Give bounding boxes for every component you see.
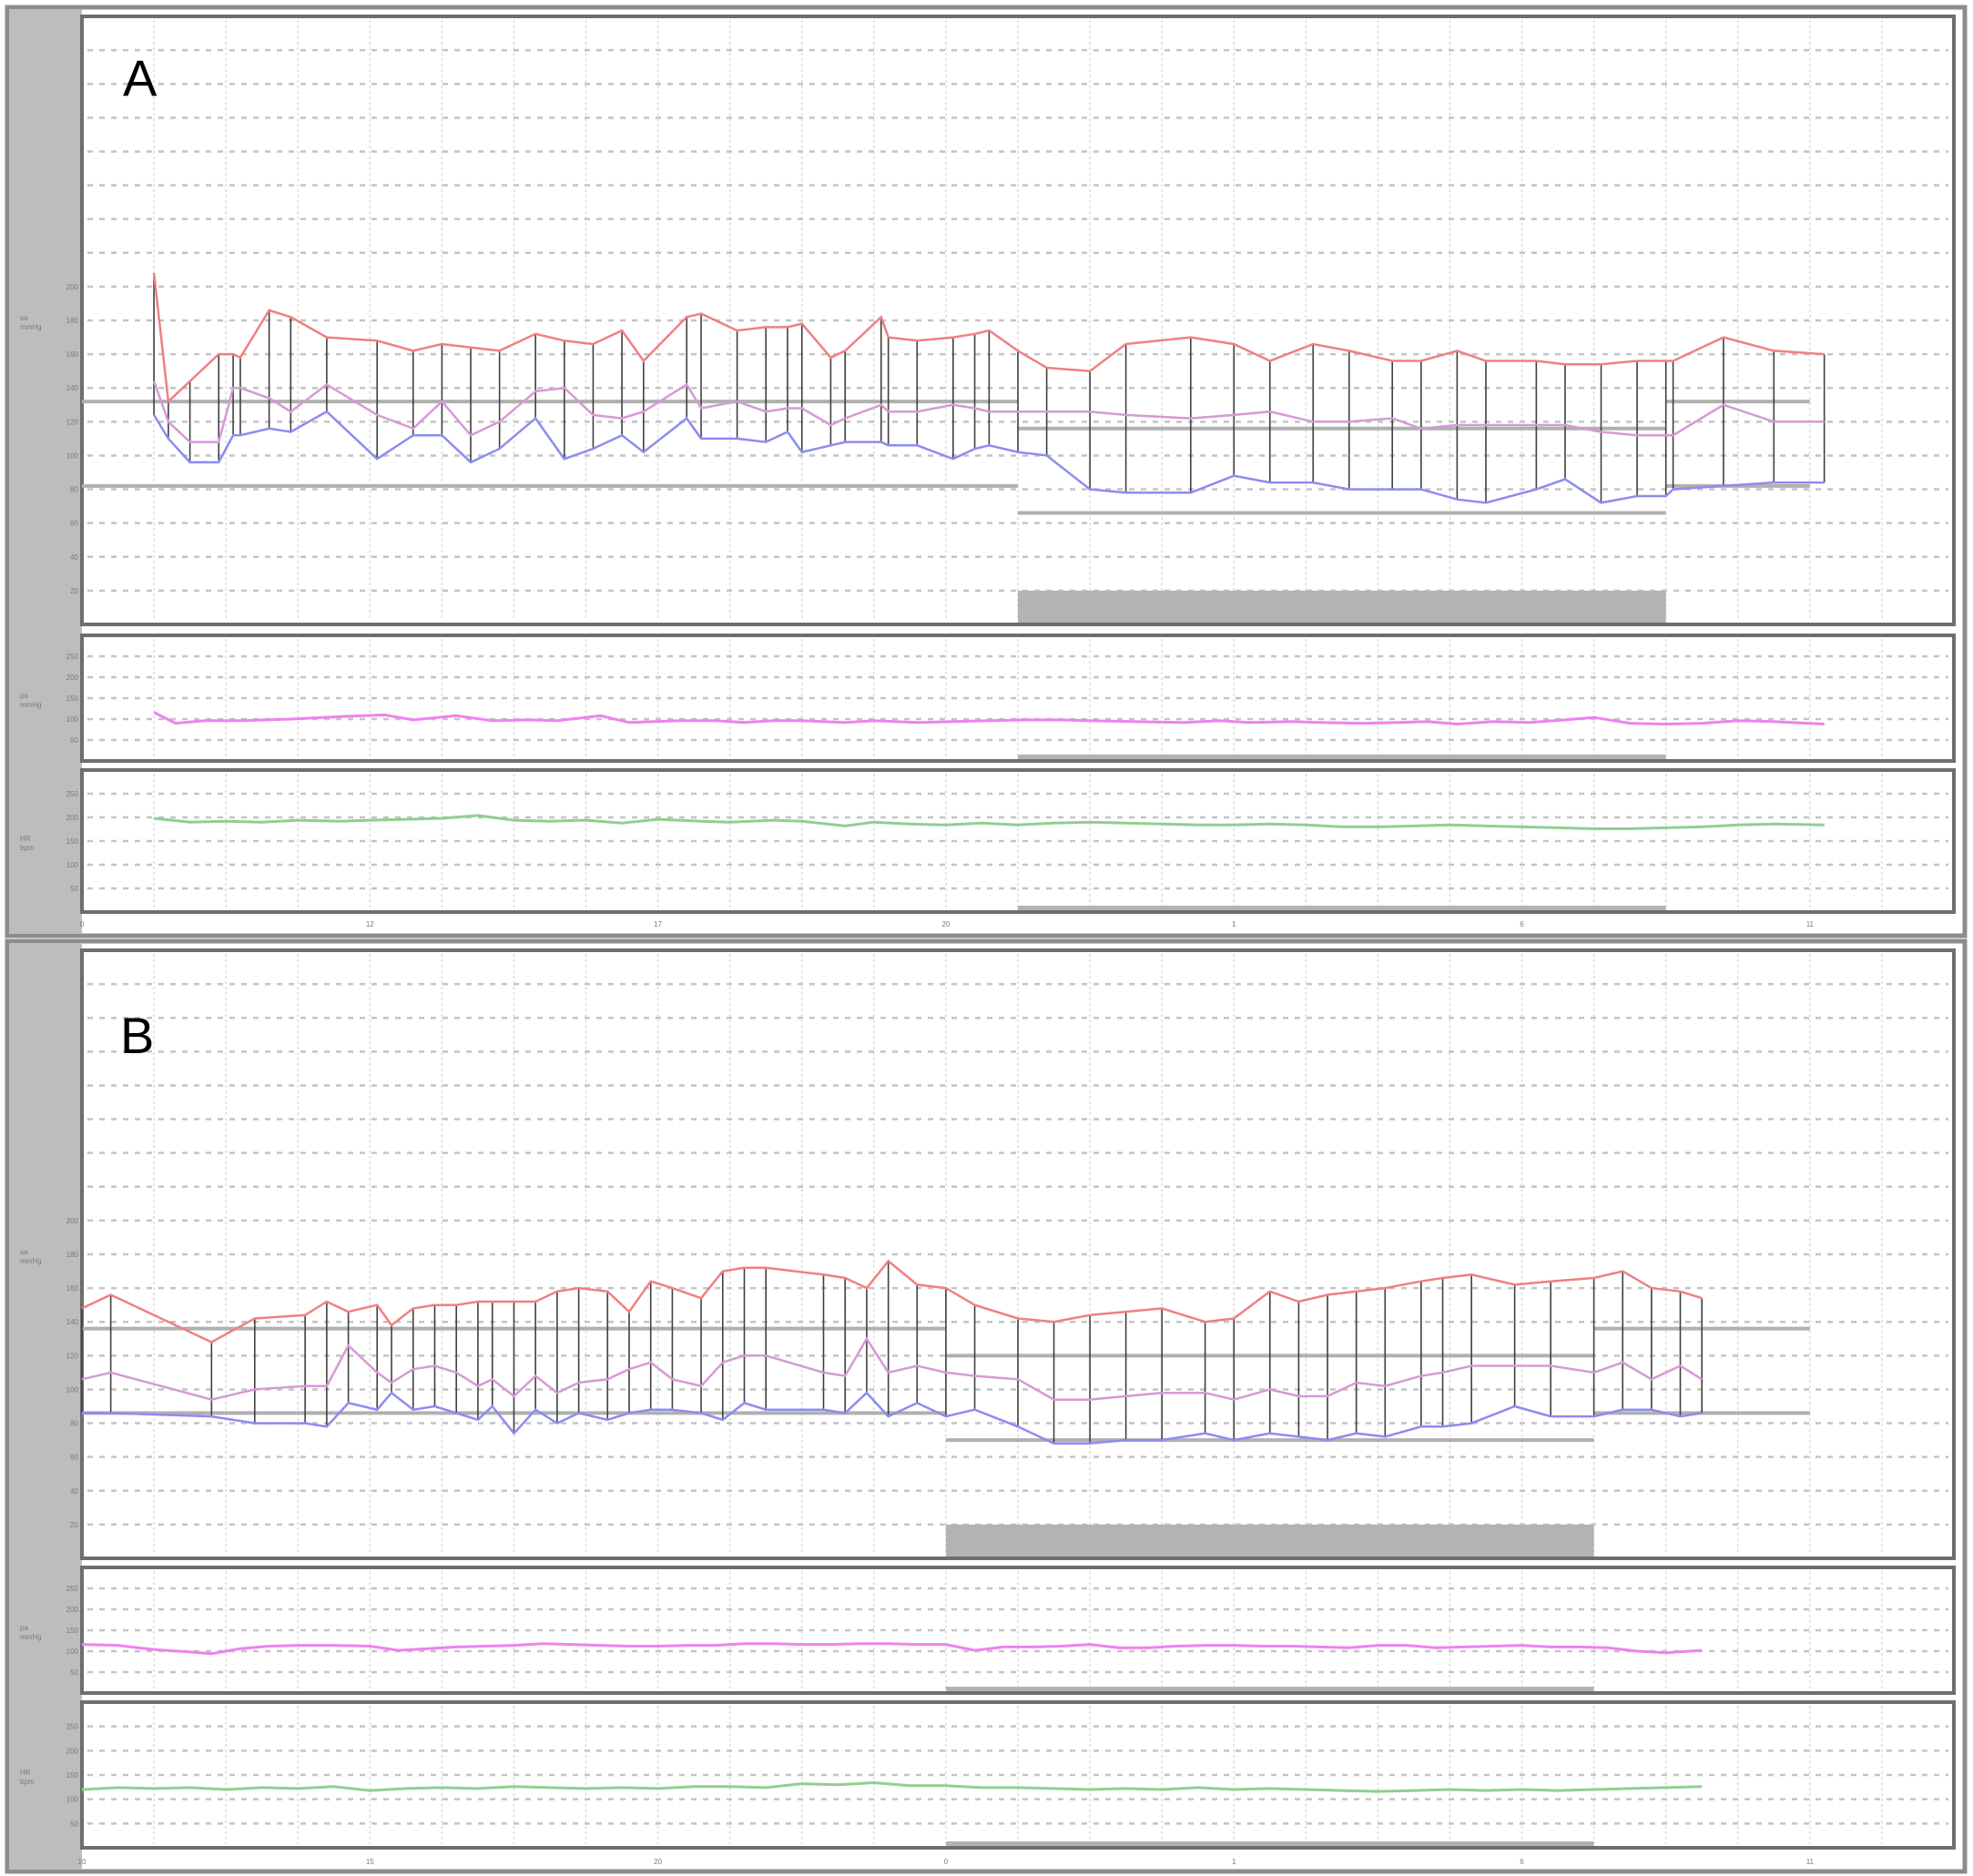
pulse-pressure-plot-tick-label: 250	[66, 1585, 79, 1593]
x-tick-label: 20	[941, 920, 950, 928]
pulse-pressure-plot-tick-label: 150	[66, 695, 79, 703]
heart-rate-plot-line	[81, 1780, 1703, 1793]
pulse-pressure-plot-tick-label: 100	[66, 1648, 79, 1656]
heart-rate-plot-tick-label: 100	[66, 861, 79, 869]
pulse-pressure-plot	[80, 1566, 1956, 1695]
pulse-pressure-plot-tick-label: 100	[66, 715, 79, 724]
heart-rate-plot-tick-label: 200	[66, 1747, 79, 1755]
x-tick-label: 6	[1520, 920, 1524, 928]
bp-tick-label: 100	[66, 1385, 79, 1394]
heart-rate-plot-tick-label: 150	[66, 837, 79, 846]
systolic-line	[152, 272, 1825, 404]
x-tick-label: 6	[1520, 1858, 1524, 1866]
pulse-pressure-plot-axis-label: pa	[20, 692, 28, 700]
heart-rate-plot-tick-label: 100	[66, 1796, 79, 1804]
pulse-pressure-plot-tick-label: 200	[66, 674, 79, 682]
pulse-pressure-plot-night-bar	[1018, 755, 1666, 759]
bp-tick-label: 140	[66, 1318, 79, 1326]
heart-rate-plot-axis-unit: bpm	[20, 844, 35, 852]
x-tick-label: 12	[366, 920, 374, 928]
panel-a: 20406080100120140160180200sammHgA5010015…	[5, 5, 1968, 938]
pulse-pressure-plot-tick-label: 250	[66, 653, 79, 661]
panel-letter: B	[120, 1007, 154, 1064]
x-tick-label: 20	[654, 1858, 662, 1866]
bp-axis-unit: mmHg	[20, 1257, 42, 1265]
pulse-pressure-plot-tick-label: 150	[66, 1627, 79, 1635]
heart-rate-plot-axis-label: HR	[20, 835, 31, 843]
bp-tick-label: 60	[70, 1454, 78, 1462]
bp-axis-label: sa	[20, 1248, 28, 1256]
pulse-pressure-plot-tick-label: 200	[66, 1606, 79, 1614]
pulse-pressure-plot-axis-label: pa	[20, 1624, 28, 1632]
panel-sidebar	[9, 943, 82, 1870]
heart-rate-plot-tick-label: 200	[66, 814, 79, 822]
bp-tick-label: 120	[66, 1352, 79, 1360]
bp-plot	[80, 948, 1956, 1560]
heart-rate-plot-axis-label: HR	[20, 1769, 31, 1777]
pulse-pressure-plot-axis-unit: mmHg	[20, 701, 42, 709]
diastolic-line	[153, 410, 1825, 504]
pulse-pressure-plot-axis-unit: mmHg	[20, 1633, 42, 1641]
bp-tick-label: 180	[66, 317, 79, 325]
pulse-pressure-plot-line	[81, 1642, 1703, 1656]
diastolic-line	[82, 1391, 1703, 1445]
mean-pressure-line	[152, 380, 1825, 443]
heart-rate-plot-tick-label: 150	[66, 1771, 79, 1780]
x-tick-label: 1	[1232, 920, 1236, 928]
x-tick-label: 11	[1806, 1858, 1815, 1866]
bp-axis-label: sa	[20, 314, 28, 322]
bp-tick-label: 60	[70, 520, 78, 528]
bp-tick-label: 120	[66, 418, 79, 426]
pulse-pressure-plot	[80, 634, 1956, 763]
bp-tick-label: 100	[66, 451, 79, 460]
heart-rate-plot	[80, 1700, 1956, 1850]
panel-b: 20406080100120140160180200sammHgB5010015…	[5, 938, 1968, 1874]
bp-plot	[80, 15, 1956, 626]
heart-rate-plot-line	[153, 814, 1825, 830]
heart-rate-plot-night-bar	[945, 1841, 1594, 1846]
bp-tick-label: 160	[66, 350, 79, 359]
bp-tick-label: 40	[70, 1487, 78, 1496]
bp-tick-label: 140	[66, 384, 79, 392]
pulse-pressure-plot-night-bar	[945, 1687, 1594, 1691]
systolic-line	[81, 1259, 1703, 1344]
heart-rate-plot-night-bar	[1018, 906, 1666, 910]
bp-tick-label: 80	[70, 486, 78, 494]
heart-rate-plot-tick-label: 250	[66, 790, 79, 798]
x-tick-label: 15	[366, 1858, 374, 1866]
heart-rate-plot-tick-label: 50	[70, 1820, 78, 1828]
heart-rate-plot-tick-label: 250	[66, 1723, 79, 1731]
bp-tick-label: 20	[70, 1521, 78, 1529]
x-tick-label: 17	[654, 920, 662, 928]
bp-tick-label: 20	[70, 587, 78, 595]
x-tick-label: 0	[944, 1858, 949, 1866]
x-tick-label: 0	[80, 920, 85, 928]
night-period-bar	[1018, 590, 1666, 623]
pulse-pressure-plot-line	[153, 711, 1825, 726]
pulse-pressure-plot-tick-label: 50	[70, 1668, 78, 1677]
panel-sidebar	[9, 9, 82, 934]
bp-tick-label: 200	[66, 283, 79, 291]
bp-tick-label: 200	[66, 1217, 79, 1225]
night-period-bar	[945, 1524, 1594, 1557]
panel-letter: A	[123, 49, 158, 106]
heart-rate-plot-tick-label: 50	[70, 885, 78, 893]
x-tick-label: 10	[78, 1858, 86, 1866]
heart-rate-plot	[80, 768, 1956, 914]
bp-tick-label: 160	[66, 1284, 79, 1293]
bp-axis-unit: mmHg	[20, 323, 42, 331]
bp-tick-label: 80	[70, 1420, 78, 1428]
bp-tick-label: 180	[66, 1251, 79, 1259]
x-tick-label: 11	[1806, 920, 1815, 928]
heart-rate-plot-axis-unit: bpm	[20, 1778, 35, 1786]
x-tick-label: 1	[1232, 1858, 1236, 1866]
pulse-pressure-plot-tick-label: 50	[70, 736, 78, 745]
bp-tick-label: 40	[70, 553, 78, 562]
mean-pressure-line	[81, 1336, 1703, 1401]
